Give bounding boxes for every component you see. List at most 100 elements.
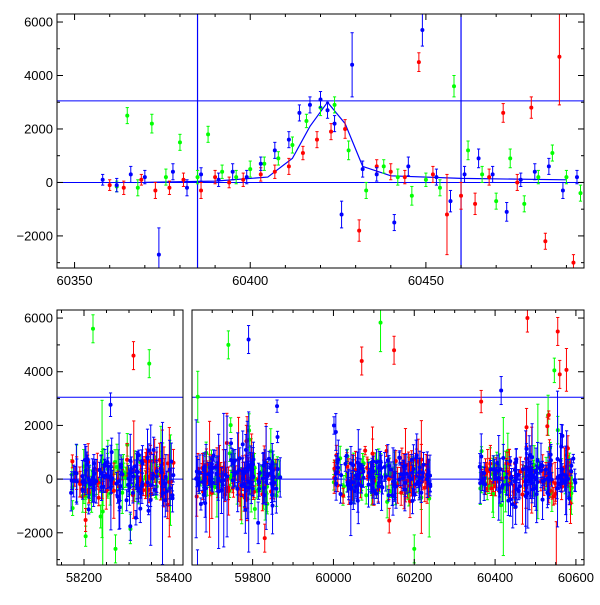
data-marker bbox=[380, 485, 384, 489]
data-marker bbox=[415, 453, 419, 457]
data-point bbox=[382, 160, 386, 173]
series-red bbox=[108, 9, 576, 271]
data-point bbox=[463, 166, 467, 182]
data-marker bbox=[231, 170, 235, 174]
data-marker bbox=[287, 164, 291, 168]
data-point bbox=[522, 196, 526, 212]
data-marker bbox=[219, 466, 223, 470]
data-marker bbox=[504, 475, 508, 479]
y-tick-label: −2000 bbox=[16, 228, 53, 243]
data-marker bbox=[333, 103, 337, 107]
data-marker bbox=[87, 481, 91, 485]
data-point bbox=[147, 507, 151, 515]
data-marker bbox=[235, 487, 239, 491]
data-marker bbox=[276, 435, 280, 439]
data-point bbox=[397, 452, 401, 463]
season-group bbox=[478, 349, 578, 600]
data-marker bbox=[166, 503, 170, 507]
data-marker bbox=[356, 499, 360, 503]
data-marker bbox=[384, 475, 388, 479]
data-marker bbox=[87, 507, 91, 511]
data-marker bbox=[466, 148, 470, 152]
data-marker bbox=[108, 183, 112, 187]
data-point bbox=[308, 97, 312, 113]
data-marker bbox=[403, 464, 407, 468]
data-point bbox=[199, 168, 203, 181]
data-marker bbox=[199, 172, 203, 176]
data-marker bbox=[275, 404, 279, 408]
data-marker bbox=[531, 487, 535, 491]
data-point bbox=[194, 420, 198, 538]
data-marker bbox=[417, 60, 421, 64]
data-marker bbox=[519, 178, 523, 182]
data-marker bbox=[125, 498, 129, 502]
data-point bbox=[459, 182, 463, 209]
data-marker bbox=[560, 477, 564, 481]
data-point bbox=[213, 170, 217, 183]
data-marker bbox=[256, 521, 260, 525]
data-marker bbox=[349, 487, 353, 491]
data-marker bbox=[128, 524, 132, 528]
data-marker bbox=[557, 55, 561, 59]
data-point bbox=[545, 417, 549, 435]
data-marker bbox=[70, 459, 74, 463]
data-marker bbox=[342, 484, 346, 488]
data-point bbox=[389, 164, 393, 180]
data-marker bbox=[363, 449, 367, 453]
data-marker bbox=[217, 178, 221, 182]
data-point bbox=[543, 233, 547, 249]
data-point bbox=[364, 487, 368, 504]
data-marker bbox=[194, 593, 198, 597]
season-group bbox=[332, 294, 432, 537]
data-marker bbox=[379, 321, 383, 325]
data-marker bbox=[336, 458, 340, 462]
data-marker bbox=[452, 84, 456, 88]
data-point bbox=[196, 371, 200, 422]
data-marker bbox=[150, 122, 154, 126]
data-marker bbox=[536, 458, 540, 462]
data-point bbox=[301, 146, 305, 159]
data-marker bbox=[371, 459, 375, 463]
data-marker bbox=[387, 519, 391, 523]
data-marker bbox=[101, 178, 105, 182]
data-marker bbox=[273, 170, 277, 174]
data-marker bbox=[549, 453, 553, 457]
data-point bbox=[273, 142, 277, 158]
data-marker bbox=[357, 472, 361, 476]
data-point bbox=[341, 488, 345, 503]
data-marker bbox=[163, 481, 167, 485]
data-marker bbox=[529, 106, 533, 110]
data-marker bbox=[515, 180, 519, 184]
data-marker bbox=[564, 368, 568, 372]
data-marker bbox=[87, 476, 91, 480]
data-marker bbox=[196, 395, 200, 399]
data-marker bbox=[122, 186, 126, 190]
data-point bbox=[206, 126, 210, 142]
data-marker bbox=[434, 175, 438, 179]
data-marker bbox=[202, 484, 206, 488]
data-point bbox=[128, 512, 132, 540]
data-point bbox=[178, 134, 182, 150]
data-marker bbox=[410, 458, 414, 462]
data-marker bbox=[227, 180, 231, 184]
data-marker bbox=[508, 156, 512, 160]
data-marker bbox=[364, 493, 368, 497]
y-tick-label: 2000 bbox=[24, 121, 53, 136]
data-marker bbox=[109, 403, 113, 407]
data-marker bbox=[239, 483, 243, 487]
data-point bbox=[109, 393, 113, 417]
data-marker bbox=[195, 494, 199, 498]
data-marker bbox=[262, 162, 266, 166]
data-marker bbox=[479, 400, 483, 404]
data-marker bbox=[244, 448, 248, 452]
data-point bbox=[276, 152, 280, 165]
data-marker bbox=[147, 448, 151, 452]
data-marker bbox=[351, 480, 355, 484]
data-point bbox=[102, 580, 106, 595]
data-point bbox=[153, 182, 157, 198]
data-marker bbox=[157, 253, 161, 257]
data-marker bbox=[552, 368, 556, 372]
data-marker bbox=[129, 172, 133, 176]
data-point bbox=[508, 149, 512, 168]
data-marker bbox=[399, 472, 403, 476]
